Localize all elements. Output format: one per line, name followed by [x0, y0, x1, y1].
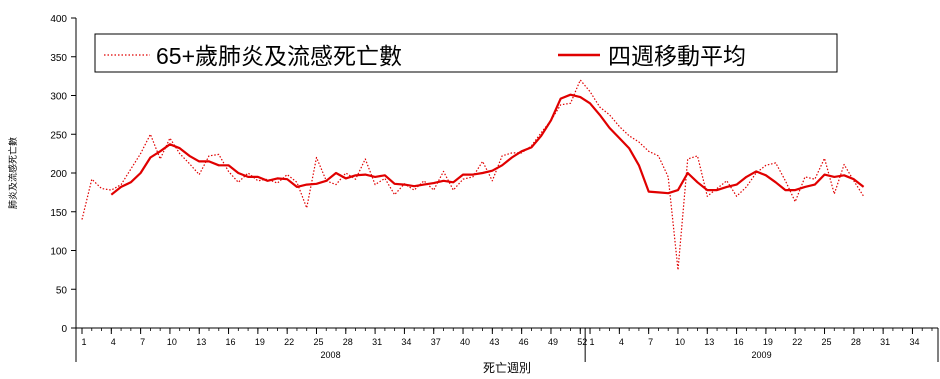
x-tick-label: 7: [140, 337, 145, 347]
legend-label: 四週移動平均: [608, 43, 746, 69]
x-tick-label: 25: [822, 337, 832, 347]
y-axis: 0 50 100 150 200 250 300 350 400: [50, 14, 77, 335]
legend-box: [94, 33, 838, 73]
y-tick-label: 300: [50, 92, 67, 103]
x-tick-label: 22: [792, 337, 802, 347]
y-axis-title: 肺炎及流感死亡數: [7, 137, 18, 209]
series-layer: [81, 79, 865, 271]
x-tick-label: 52: [577, 337, 587, 347]
x-tick-label: 31: [372, 337, 382, 347]
y-tick-label: 0: [61, 324, 67, 335]
x-tick-label: 13: [196, 337, 206, 347]
x-tick-label: 40: [460, 337, 470, 347]
legend-label: 65+歲肺炎及流感死亡數: [156, 43, 402, 69]
x-tick-label: 4: [111, 337, 116, 347]
x-tick-label: 31: [880, 337, 890, 347]
x-tick-label: 22: [284, 337, 294, 347]
x-tick-label: 28: [851, 337, 861, 347]
x-tick-label: 43: [489, 337, 499, 347]
y-tick-label: 350: [50, 53, 67, 64]
x-axis-title: 死亡週別: [483, 361, 531, 375]
year-label: 2008: [321, 350, 341, 360]
x-tick-label: 13: [704, 337, 714, 347]
x-tick-label: 19: [255, 337, 265, 347]
y-tick-label: 200: [50, 169, 67, 180]
x-tick-label: 10: [167, 337, 177, 347]
x-tick-label: 10: [675, 337, 685, 347]
x-axis: 1 4 7 10 13 16 19 22 25 28 31 34 37 40 43 46 49 52 1 4 7 10 13…: [75, 327, 939, 362]
year-label: 2009: [752, 350, 772, 360]
x-tick-label: 4: [619, 337, 624, 347]
legend: 65+歲肺炎及流感死亡數 四週移動平均: [94, 33, 838, 73]
x-tick-label: 46: [519, 337, 529, 347]
x-tick-label: 1: [590, 337, 595, 347]
x-tick-label: 7: [648, 337, 653, 347]
y-tick-label: 400: [50, 14, 67, 25]
x-tick-label: 16: [226, 337, 236, 347]
y-tick-label: 50: [56, 285, 68, 296]
x-tick-label: 19: [763, 337, 773, 347]
y-tick-label: 250: [50, 130, 67, 141]
x-tick-label: 34: [909, 337, 919, 347]
series-weekly-deaths: [81, 79, 865, 271]
x-tick-label: 1: [81, 337, 86, 347]
y-tick-label: 100: [50, 247, 67, 258]
x-tick-label: 16: [734, 337, 744, 347]
series-moving-average: [110, 93, 865, 196]
y-tick-label: 150: [50, 208, 67, 219]
x-tick-label: 37: [431, 337, 441, 347]
x-tick-label: 25: [313, 337, 323, 347]
x-tick-label: 34: [401, 337, 411, 347]
x-tick-label: 49: [548, 337, 558, 347]
x-tick-label: 28: [343, 337, 353, 347]
